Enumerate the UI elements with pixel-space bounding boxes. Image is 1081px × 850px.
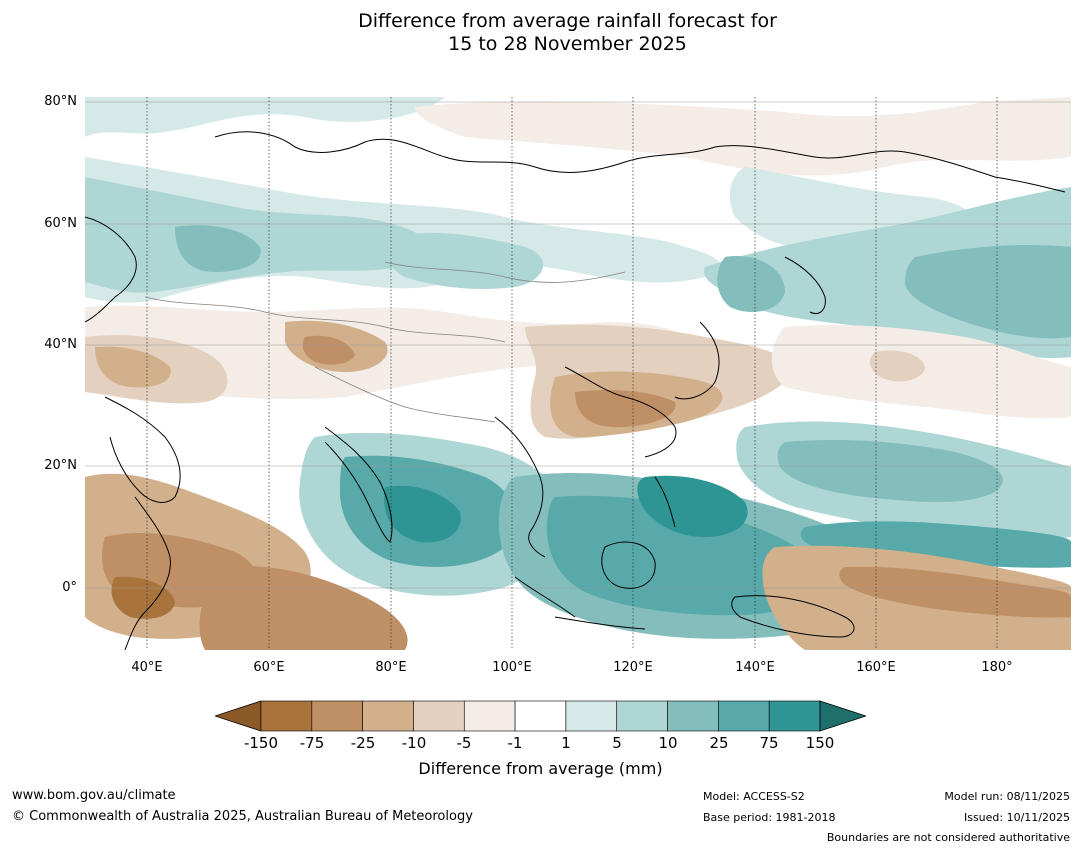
- border-india-china: [314, 366, 496, 423]
- longitude-gridlines: [146, 97, 998, 650]
- footer-issued: Issued: 10/11/2025: [963, 811, 1070, 824]
- colorbar-bin: [768, 700, 821, 732]
- coastline-china-east: [564, 366, 677, 458]
- anomaly-region-eurasia-teal-mid: [85, 177, 430, 293]
- coastline-indochina: [494, 416, 546, 558]
- colorbar-bin: [718, 700, 770, 732]
- colorbar-bin: [362, 700, 414, 732]
- coastline-sumatra: [514, 576, 576, 618]
- colorbar-tick: -150: [243, 734, 279, 752]
- footer-base-period: Base period: 1981-2018: [703, 811, 836, 824]
- lat-label-60n: 60°N: [44, 216, 77, 231]
- anomaly-region-arctic-teal: [85, 97, 445, 137]
- anomaly-region-siberia-teal: [386, 232, 544, 289]
- colorbar-bins: [215, 700, 866, 732]
- colorbar-tick: -5: [456, 734, 472, 752]
- latitude-gridlines: [85, 101, 1071, 589]
- anomaly-region-middle-east-tan-dark: [95, 346, 171, 388]
- anomaly-region-nw-pacific-teal-dark: [905, 245, 1071, 339]
- anomaly-region-caspian-teal-dark: [175, 225, 261, 272]
- colorbar-bin: [667, 700, 719, 732]
- anomaly-region-equatorial-pacific-teal-dark: [800, 521, 1071, 568]
- colorbar-bin: [616, 700, 668, 732]
- footer-disclaimer: Boundaries are not considered authoritat…: [826, 831, 1070, 844]
- coastline-india: [324, 426, 393, 543]
- colorbar-bin: [260, 700, 313, 732]
- colorbar-bin: [413, 700, 465, 732]
- border-mongolia-china: [384, 261, 626, 283]
- lon-label-60e: 60°E: [253, 660, 285, 675]
- anomaly-region-pacific-tan-spots: [869, 350, 925, 382]
- lat-label-80n: 80°N: [44, 94, 77, 109]
- anomaly-region-west-pacific-teal-mid: [777, 440, 1003, 502]
- colorbar-tick: -25: [350, 734, 376, 752]
- colorbar-tick: 75: [759, 734, 779, 752]
- coastline-borneo: [601, 541, 656, 589]
- coastline-philippines: [654, 476, 676, 528]
- anomaly-region-himalaya-tan-dark: [302, 335, 355, 365]
- colorbar-extend-high: [819, 700, 866, 732]
- colorbar-bin: [565, 700, 618, 732]
- lat-label-40n: 40°N: [44, 337, 77, 352]
- coastline-japan: [674, 321, 720, 400]
- map-title-line2: 15 to 28 November 2025: [448, 33, 687, 55]
- colorbar-tick: 5: [612, 734, 622, 752]
- country-borders: [144, 261, 626, 423]
- lon-label-100e: 100°E: [492, 660, 532, 675]
- lat-label-20n: 20°N: [44, 458, 77, 473]
- colorbar-tick: 1: [561, 734, 571, 752]
- footer-model: Model: ACCESS-S2: [703, 790, 805, 803]
- colorbar-bin: [463, 700, 516, 732]
- colorbar-tick: 150: [805, 734, 835, 752]
- colorbar-tick: 25: [709, 734, 729, 752]
- coastline-kamchatka: [784, 256, 826, 314]
- lon-label-140e: 140°E: [735, 660, 775, 675]
- anomaly-region-south-pacific-brown-dark: [839, 566, 1071, 618]
- anomaly-region-west-africa-brown-deep: [111, 576, 175, 619]
- colorbar: [215, 700, 866, 732]
- coastline-arctic: [214, 131, 1066, 193]
- footer-copyright: © Commonwealth of Australia 2025, Austra…: [12, 809, 473, 824]
- colorbar-tick: 10: [658, 734, 678, 752]
- lon-label-80e: 80°E: [375, 660, 407, 675]
- colorbar-bin: [514, 700, 567, 732]
- rainfall-anomaly-map: [85, 97, 1071, 650]
- colorbar-tick: -10: [401, 734, 427, 752]
- coastline-africa-east: [124, 496, 171, 650]
- anomaly-region-east-china-brown: [575, 390, 676, 428]
- footer-url: www.bom.gov.au/climate: [12, 788, 176, 803]
- anomaly-region-indian-ocean-brown: [199, 566, 408, 650]
- lon-label-180: 180°: [981, 660, 1013, 675]
- lon-label-40e: 40°E: [131, 660, 163, 675]
- colorbar-title: Difference from average (mm): [418, 759, 663, 778]
- colorbar-bin: [311, 700, 363, 732]
- anomaly-region-arctic-beige: [415, 97, 1071, 176]
- coastlines: [85, 131, 1066, 650]
- anomaly-region-philippines-teal-dark: [637, 475, 748, 537]
- coastline-europe-west: [85, 216, 137, 323]
- coastline-java: [554, 616, 646, 630]
- anomaly-region-kamchatka-teal: [717, 256, 785, 312]
- coastline-new-guinea: [731, 595, 855, 638]
- colorbar-extend-low: [215, 700, 262, 732]
- anomaly-region-bay-of-bengal-teal-dark: [384, 485, 461, 543]
- colorbar-tick: -75: [299, 734, 325, 752]
- map-title-line1: Difference from average rainfall forecas…: [358, 10, 777, 32]
- lat-label-0: 0°: [62, 580, 77, 595]
- lon-label-120e: 120°E: [613, 660, 653, 675]
- coastline-arabia: [104, 396, 181, 503]
- footer-model-run: Model run: 08/11/2025: [944, 790, 1070, 803]
- colorbar-tick: -1: [507, 734, 523, 752]
- border-central-asia: [144, 296, 506, 343]
- lon-label-160e: 160°E: [856, 660, 896, 675]
